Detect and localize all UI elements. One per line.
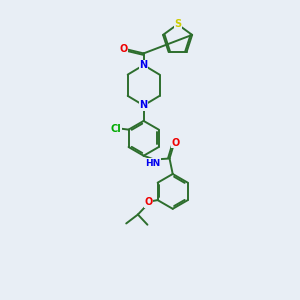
Text: Cl: Cl (110, 124, 121, 134)
Text: O: O (120, 44, 128, 53)
Text: S: S (174, 19, 181, 29)
Text: O: O (144, 197, 153, 207)
Text: O: O (171, 138, 180, 148)
Text: N: N (140, 100, 148, 110)
Text: HN: HN (145, 159, 160, 168)
Text: N: N (140, 60, 148, 70)
